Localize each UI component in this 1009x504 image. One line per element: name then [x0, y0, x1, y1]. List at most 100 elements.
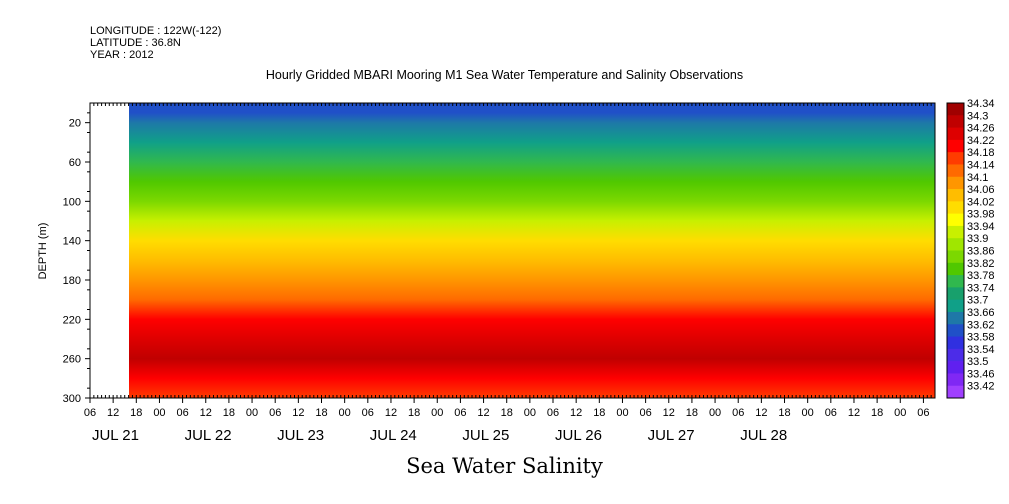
- x-tick-label: 18: [778, 407, 790, 419]
- x-tick-label: 12: [107, 407, 119, 419]
- colorbar-label: 34.06: [967, 184, 995, 196]
- colorbar-swatch: [947, 385, 964, 399]
- colorbar-swatch: [947, 299, 964, 313]
- colorbar-label: 33.82: [967, 258, 995, 270]
- day-label: JUL 23: [277, 427, 324, 444]
- colorbar-swatch: [947, 103, 964, 116]
- colorbar-swatch: [947, 250, 964, 264]
- x-tick-label: 06: [732, 407, 744, 419]
- colorbar-label: 34.1: [967, 172, 988, 184]
- x-tick-label: 12: [477, 407, 489, 419]
- x-tick-label: 06: [454, 407, 466, 419]
- colorbar-swatch: [947, 262, 964, 276]
- x-tick-label: 12: [663, 407, 675, 419]
- colorbar-swatch: [947, 311, 964, 325]
- colorbar-swatch: [947, 201, 964, 215]
- x-tick-label: 00: [802, 407, 814, 419]
- x-tick-label: 18: [593, 407, 605, 419]
- chart-footer: Sea Water Salinity: [406, 454, 603, 478]
- colorbar-swatch: [947, 225, 964, 239]
- x-tick-label: 06: [825, 407, 837, 419]
- colorbar-swatch: [947, 361, 964, 374]
- day-label: JUL 24: [370, 427, 417, 444]
- y-tick-label: 220: [63, 314, 81, 326]
- x-tick-label: 00: [524, 407, 536, 419]
- y-tick-label: 180: [63, 275, 81, 287]
- colorbar-swatch: [947, 213, 964, 227]
- x-tick-label: 12: [755, 407, 767, 419]
- colorbar-swatch: [947, 115, 964, 129]
- colorbar-label: 33.42: [967, 381, 995, 393]
- colorbar-label: 34.22: [967, 135, 995, 147]
- colorbar-label: 33.86: [967, 246, 995, 258]
- x-tick-label: 18: [223, 407, 235, 419]
- x-tick-label: 06: [547, 407, 559, 419]
- x-tick-label: 12: [570, 407, 582, 419]
- plot-area: [129, 103, 935, 398]
- colorbar-swatch: [947, 164, 964, 178]
- day-label: JUL 28: [740, 427, 787, 444]
- x-tick-label: 06: [84, 407, 96, 419]
- x-tick-label: 00: [894, 407, 906, 419]
- x-tick-label: 18: [130, 407, 142, 419]
- colorbar-swatch: [947, 152, 964, 165]
- colorbar-label: 33.98: [967, 209, 995, 221]
- colorbar-label: 33.62: [967, 319, 995, 331]
- y-axis-label: DEPTH (m): [37, 223, 49, 280]
- colorbar-label: 33.58: [967, 332, 995, 344]
- x-tick-label: 00: [616, 407, 628, 419]
- colorbar-label: 33.7: [967, 295, 988, 307]
- x-tick-label: 18: [408, 407, 420, 419]
- x-tick-label: 18: [501, 407, 513, 419]
- colorbar-swatch: [947, 189, 964, 202]
- colorbar-label: 34.18: [967, 147, 995, 159]
- x-tick-label: 06: [176, 407, 188, 419]
- x-tick-label: 18: [871, 407, 883, 419]
- y-tick-label: 140: [63, 236, 81, 248]
- colorbar-swatch: [947, 238, 964, 251]
- day-label: JUL 26: [555, 427, 602, 444]
- colorbar-swatch: [947, 139, 964, 153]
- x-tick-label: 00: [339, 407, 351, 419]
- y-tick-label: 20: [69, 118, 81, 130]
- colorbar-label: 33.94: [967, 221, 995, 233]
- colorbar-swatch: [947, 348, 964, 362]
- day-label: JUL 27: [648, 427, 695, 444]
- x-tick-label: 18: [315, 407, 327, 419]
- x-tick-label: 00: [709, 407, 721, 419]
- x-tick-label: 00: [153, 407, 165, 419]
- y-tick-label: 300: [63, 393, 81, 405]
- y-tick-label: 60: [69, 157, 81, 169]
- colorbar-label: 34.14: [967, 159, 995, 171]
- colorbar: 34.3434.334.2634.2234.1834.1434.134.0634…: [946, 98, 995, 399]
- salinity-field: [129, 103, 935, 398]
- colorbar-label: 34.34: [967, 98, 995, 110]
- colorbar-swatch: [947, 287, 964, 301]
- x-tick-label: 06: [639, 407, 651, 419]
- colorbar-label: 33.5: [967, 356, 988, 368]
- x-tick-label: 12: [848, 407, 860, 419]
- x-tick-label: 00: [431, 407, 443, 419]
- colorbar-swatch: [947, 176, 964, 190]
- colorbar-label: 33.74: [967, 282, 995, 294]
- colorbar-frame: [946, 102, 965, 399]
- latitude-label: LATITUDE : 36.8N: [90, 37, 181, 49]
- colorbar-label: 34.02: [967, 196, 995, 208]
- longitude-label: LONGITUDE : 122W(-122): [90, 25, 222, 37]
- x-tick-label: 12: [385, 407, 397, 419]
- x-tick-label: 00: [246, 407, 258, 419]
- colorbar-label: 34.26: [967, 123, 995, 135]
- year-label: YEAR : 2012: [90, 49, 154, 61]
- day-label: JUL 22: [185, 427, 232, 444]
- x-tick-label: 12: [292, 407, 304, 419]
- x-tick-label: 06: [917, 407, 929, 419]
- x-tick-label: 06: [269, 407, 281, 419]
- colorbar-label: 33.78: [967, 270, 995, 282]
- colorbar-label: 33.46: [967, 368, 995, 380]
- colorbar-label: 33.9: [967, 233, 988, 245]
- chart-title: Hourly Gridded MBARI Mooring M1 Sea Wate…: [265, 68, 744, 82]
- x-tick-label: 18: [686, 407, 698, 419]
- colorbar-label: 33.54: [967, 344, 995, 356]
- y-tick-label: 260: [63, 354, 81, 366]
